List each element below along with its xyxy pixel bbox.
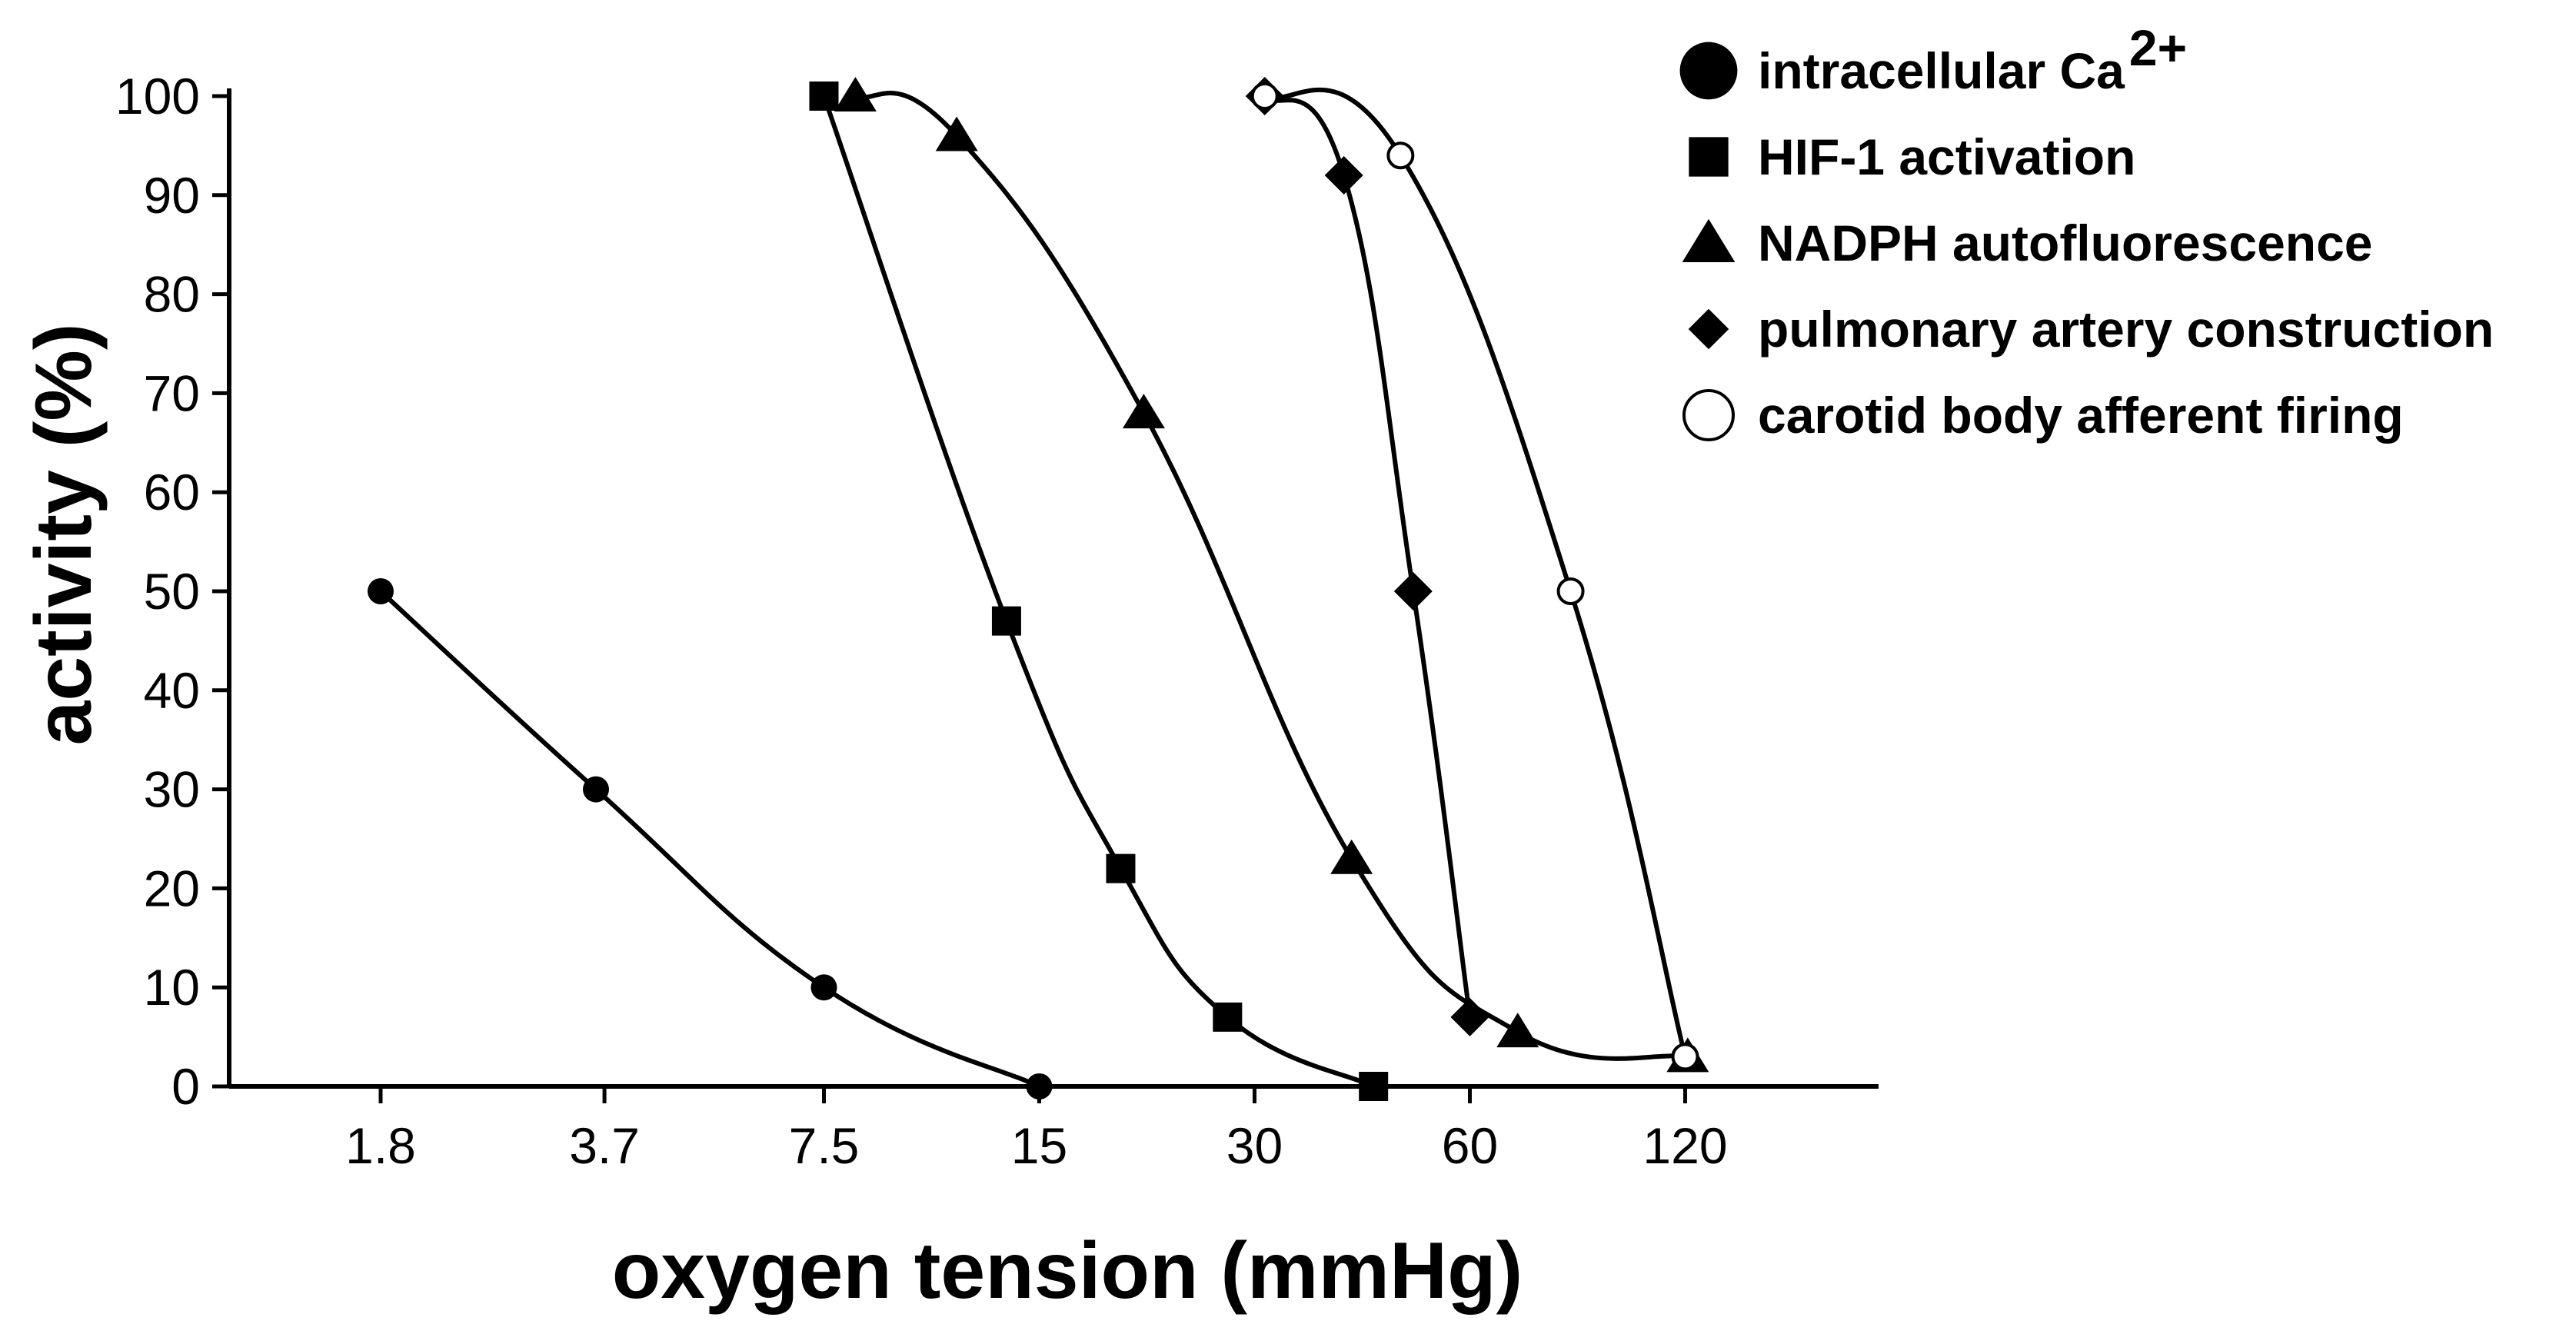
x-tick-label: 60 (1442, 1117, 1498, 1174)
data-point-open-circle (1250, 82, 1279, 110)
y-tick-label: 60 (144, 464, 200, 521)
series-line-5 (1262, 87, 1688, 1060)
data-point-circle (1679, 42, 1738, 100)
y-tick-label: 40 (144, 662, 200, 719)
y-tick-label: 50 (144, 563, 200, 620)
data-point-circle (368, 578, 394, 604)
series-line-3 (853, 91, 1690, 1061)
data-point-square (1106, 853, 1136, 883)
data-point-triangle (1122, 394, 1165, 429)
data-point-diamond (1393, 572, 1433, 610)
data-point-open-circle (1682, 389, 1735, 441)
y-tick-label: 80 (144, 266, 200, 323)
series-markers (368, 77, 1709, 1101)
series-layer (368, 77, 1709, 1101)
data-point-square (1359, 1072, 1389, 1101)
data-point-open-circle (1556, 577, 1585, 605)
data-point-triangle (935, 116, 978, 151)
data-point-triangle (1682, 218, 1736, 262)
data-point-triangle (834, 77, 877, 111)
series-line-4 (1262, 94, 1473, 1020)
x-tick-label: 7.5 (789, 1117, 860, 1174)
axes (227, 88, 1879, 1089)
y-tick-label: 70 (144, 364, 200, 421)
data-point-square (809, 82, 839, 111)
data-point-open-circle (1671, 1043, 1699, 1071)
data-point-square (1213, 1002, 1243, 1032)
y-axis-title: activity (%) (19, 323, 108, 745)
data-point-open-circle (1386, 141, 1415, 170)
legend-label: NADPH autofluorescence (1758, 215, 2373, 271)
y-tick-label: 90 (144, 167, 200, 224)
y-tick-label: 100 (115, 68, 200, 125)
y-ticks: 0 10 20 30 40 50 60 70 80 90 100 (115, 68, 229, 1115)
y-tick-label: 0 (171, 1058, 200, 1115)
x-axis-title: oxygen tension (mmHg) (612, 1226, 1523, 1316)
x-tick-label: 1.8 (345, 1117, 416, 1174)
data-point-circle (810, 974, 837, 1001)
legend-label: pulmonary artery construction (1758, 301, 2494, 358)
y-tick-label: 20 (144, 860, 200, 917)
data-point-triangle (1330, 839, 1373, 874)
legend: intracellular Ca2+ HIF-1 activation NADPH … (1679, 19, 2494, 444)
legend-label: carotid body afferent firing (1758, 387, 2404, 444)
y-tick-label: 10 (144, 959, 200, 1016)
data-point-diamond (1450, 997, 1489, 1036)
legend-item: NADPH autofluorescence (1682, 215, 2373, 271)
series-line-2 (821, 94, 1376, 1089)
legend-item: carotid body afferent firing (1682, 387, 2404, 444)
x-tick-label: 3.7 (569, 1117, 640, 1174)
data-point-diamond (1688, 308, 1729, 350)
data-point-circle (1026, 1073, 1053, 1099)
legend-item: HIF-1 activation (1689, 128, 2135, 185)
series-line-1 (378, 589, 1042, 1089)
x-tick-label: 30 (1226, 1117, 1283, 1174)
data-point-circle (583, 776, 609, 803)
legend-item: pulmonary artery construction (1688, 301, 2494, 358)
legend-label: HIF-1 activation (1758, 128, 2135, 185)
data-point-square (1689, 137, 1729, 177)
data-point-diamond (1324, 156, 1363, 195)
legend-item: intracellular Ca2+ (1679, 19, 2187, 100)
y-tick-label: 30 (144, 761, 200, 818)
data-point-square (991, 606, 1021, 636)
series-lines (378, 87, 1690, 1089)
legend-label: intracellular Ca2+ (1758, 19, 2187, 99)
x-tick-label: 120 (1642, 1117, 1727, 1174)
data-point-triangle (1496, 1013, 1539, 1048)
x-tick-label: 15 (1011, 1117, 1067, 1174)
x-ticks: 1.8 3.7 7.5 15 30 60 120 (345, 1086, 1728, 1174)
